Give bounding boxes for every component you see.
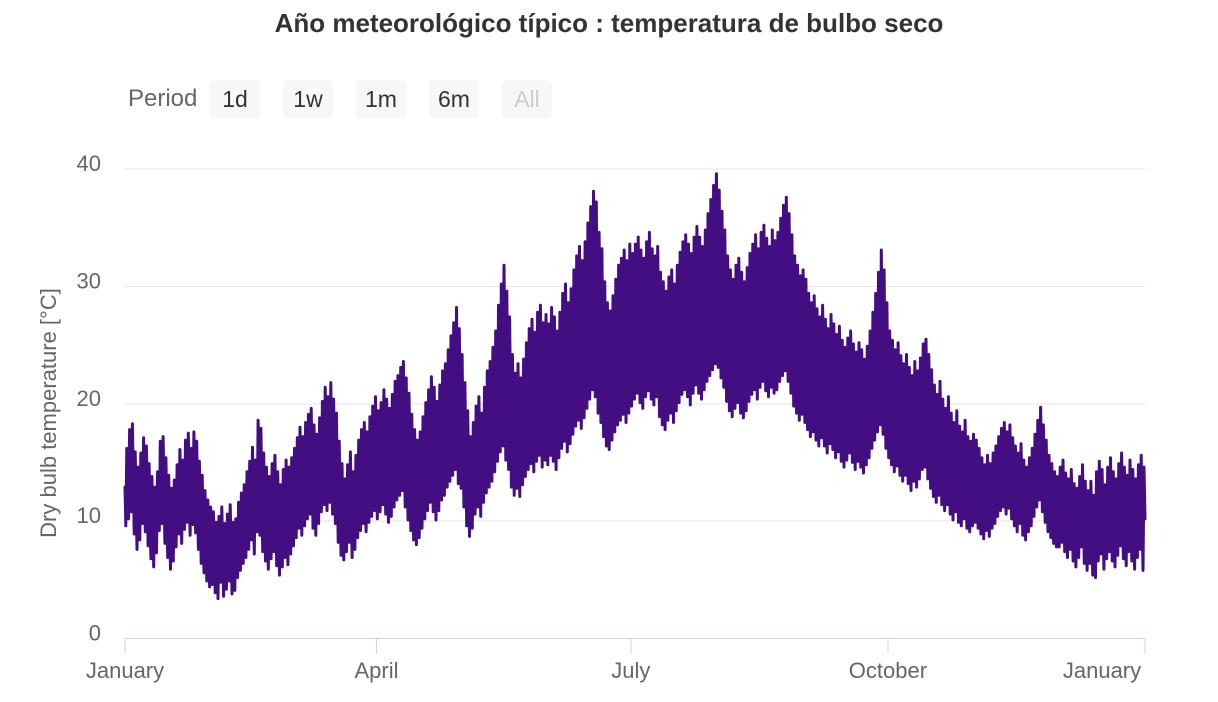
range-button-1d[interactable]: 1d bbox=[210, 80, 260, 118]
range-button-all: All bbox=[502, 80, 552, 118]
x-tick-label-4: January bbox=[1063, 658, 1141, 683]
x-tick-label-0: January bbox=[86, 658, 164, 683]
y-tick-label-10: 10 bbox=[77, 503, 101, 528]
temperature-series[interactable] bbox=[123, 172, 1147, 601]
y-tick-label-0: 0 bbox=[89, 621, 101, 646]
y-tick-label-30: 30 bbox=[77, 268, 101, 293]
y-tick-label-40: 40 bbox=[77, 151, 101, 176]
y-tick-label-20: 20 bbox=[77, 386, 101, 411]
range-button-1m[interactable]: 1m bbox=[356, 80, 406, 118]
y-axis-title: Dry bulb temperature [°C] bbox=[36, 288, 61, 538]
range-selector: Period 1d 1w 1m 6m All bbox=[0, 80, 1218, 118]
x-tick-label-3: October bbox=[849, 658, 927, 683]
chart-title: Año meteorológico típico : temperatura d… bbox=[274, 8, 944, 38]
range-selector-label: Period bbox=[128, 85, 198, 112]
range-button-1w[interactable]: 1w bbox=[283, 80, 333, 118]
range-button-6m[interactable]: 6m bbox=[429, 80, 479, 118]
x-tick-label-1: April bbox=[354, 658, 398, 683]
x-tick-label-2: July bbox=[611, 658, 650, 683]
